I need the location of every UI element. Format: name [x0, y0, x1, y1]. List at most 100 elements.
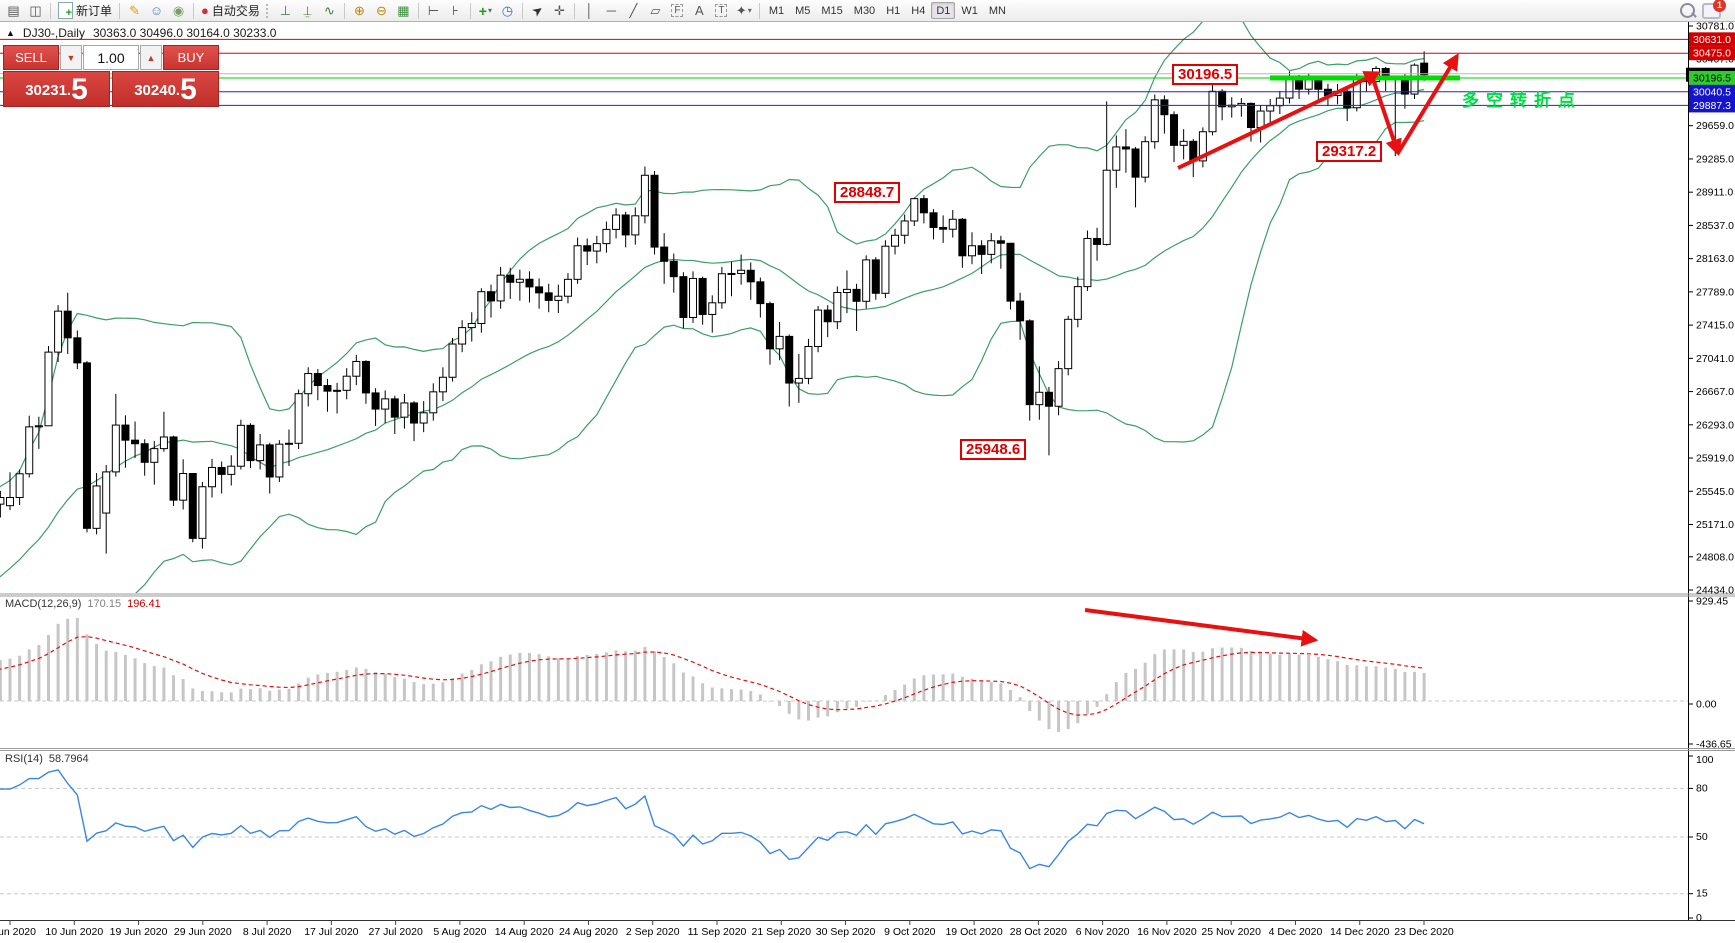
chart-line-button[interactable]: ∿ — [319, 1, 340, 20]
svg-text:26667.0: 26667.0 — [1696, 386, 1734, 398]
macd-signal-value: 196.41 — [127, 598, 161, 610]
chart-shift-button[interactable]: ⊢ — [423, 1, 444, 20]
svg-text:-436.65: -436.65 — [1696, 739, 1732, 751]
vertical-line-icon: │ — [585, 3, 594, 18]
cursor-button[interactable]: ➤ — [523, 0, 551, 24]
svg-text:28163.0: 28163.0 — [1696, 253, 1734, 265]
turning-point-note[interactable]: 多空转折点 — [1462, 91, 1582, 110]
text-label-button[interactable]: T — [711, 1, 732, 20]
timeframe-m1[interactable]: M1 — [764, 2, 789, 19]
crayon-icon: ✎ — [129, 2, 140, 18]
timeframe-h1[interactable]: H1 — [881, 2, 905, 19]
chart-shift-icon: ⊢ — [427, 2, 440, 18]
chart-bars-icon: ⊥ — [279, 2, 292, 18]
svg-text:30631.0: 30631.0 — [1693, 34, 1731, 46]
zoom-out-button[interactable]: ⊖ — [371, 1, 392, 20]
svg-text:25545.0: 25545.0 — [1696, 486, 1734, 498]
chat-bubble-icon: 1 — [1702, 0, 1726, 19]
chart-candles-icon: ⍊ — [303, 2, 312, 18]
axis-price-badge: 30475.0 — [1689, 46, 1735, 61]
svg-text:27041.0: 27041.0 — [1696, 353, 1734, 365]
timeframe-mn[interactable]: MN — [984, 2, 1011, 19]
svg-text:929.45: 929.45 — [1696, 596, 1728, 608]
sell-price[interactable]: 30231. 5 — [3, 71, 110, 107]
text-button[interactable]: A — [689, 1, 710, 20]
svg-text:19 Oct 2020: 19 Oct 2020 — [945, 926, 1002, 938]
buy-price[interactable]: 30240. 5 — [112, 71, 219, 107]
tile-windows-button[interactable]: ▦ — [393, 1, 414, 20]
price-annotation-label[interactable]: 30196.5 — [1172, 64, 1239, 85]
macd-trend-arrow-object[interactable] — [1084, 608, 1319, 647]
symbol-period-label: DJ30-,Daily — [22, 26, 85, 40]
svg-text:0: 0 — [1696, 912, 1702, 924]
buy-price-main: 30240 — [134, 82, 176, 99]
new-order-button[interactable]: + 新订单 — [55, 1, 115, 20]
svg-text:16 Nov 2020: 16 Nov 2020 — [1137, 926, 1197, 938]
crayon-button[interactable]: ✎ — [124, 1, 145, 20]
svg-text:24808.0: 24808.0 — [1696, 551, 1734, 563]
toolbar-grip — [265, 3, 272, 18]
candles — [0, 51, 1429, 554]
svg-text:28911.0: 28911.0 — [1696, 187, 1733, 199]
arrows-button[interactable]: ✦ ▾ — [733, 1, 755, 20]
fibonacci-button[interactable]: F — [667, 1, 688, 20]
data-window-icon: ◫ — [29, 2, 42, 18]
collapse-triangle-icon[interactable]: ▲ — [6, 28, 15, 38]
channel-button[interactable]: ▱ — [645, 1, 666, 20]
trendline-button[interactable]: ╱ — [623, 1, 644, 20]
volume-increase-button[interactable]: ▲ — [140, 45, 162, 70]
profile-button[interactable]: ☺ — [146, 1, 167, 20]
horizontal-line-button[interactable]: ─ — [601, 1, 622, 20]
svg-text:9 Oct 2020: 9 Oct 2020 — [884, 926, 936, 938]
crosshair-button[interactable]: ✛ — [549, 1, 570, 20]
price-annotation-label[interactable]: 25948.6 — [960, 439, 1027, 460]
svg-text:30040.5: 30040.5 — [1693, 86, 1731, 98]
trend-arrow-object[interactable] — [1396, 53, 1459, 155]
data-window-button[interactable]: ◫ — [25, 1, 46, 20]
vertical-line-button[interactable]: │ — [579, 1, 600, 20]
timeframe-w1[interactable]: W1 — [956, 2, 983, 19]
buy-button[interactable]: BUY — [163, 45, 219, 70]
auto-trading-button[interactable]: ● 自动交易 — [198, 1, 263, 20]
volume-input[interactable]: 1.00 — [83, 45, 139, 70]
auto-scroll-button[interactable]: ⊦ — [445, 1, 466, 20]
timeframe-m15[interactable]: M15 — [816, 2, 847, 19]
svg-text:21 Sep 2020: 21 Sep 2020 — [751, 926, 811, 938]
timeframe-m30[interactable]: M30 — [849, 2, 880, 19]
price-annotation-label[interactable]: 29317.2 — [1316, 141, 1383, 162]
add-indicator-button[interactable]: + ▾ — [475, 1, 496, 20]
price-annotation-label[interactable]: 28848.7 — [834, 182, 901, 203]
notification-badge: 1 — [1713, 0, 1726, 12]
svg-text:25171.0: 25171.0 — [1696, 519, 1734, 531]
timeframe-d1[interactable]: D1 — [931, 2, 956, 19]
chart-bars-button[interactable]: ⊥ — [275, 1, 296, 20]
trendline-icon: ╱ — [629, 2, 638, 18]
auto-trading-icon: ● — [201, 3, 209, 18]
zoom-in-button[interactable]: ⊕ — [349, 1, 370, 20]
trend-arrow-object[interactable] — [1177, 71, 1382, 170]
svg-text:8 Jul 2020: 8 Jul 2020 — [243, 926, 292, 938]
svg-text:15: 15 — [1696, 888, 1708, 900]
svg-text:30475.0: 30475.0 — [1693, 48, 1731, 60]
chart-candles-button[interactable]: ⍊ — [297, 1, 318, 20]
svg-text:50: 50 — [1696, 831, 1708, 843]
signal-button[interactable]: ◉ — [168, 1, 189, 20]
timeframe-m5[interactable]: M5 — [790, 2, 815, 19]
svg-text:27 Jul 2020: 27 Jul 2020 — [368, 926, 422, 938]
svg-text:10 Jun 2020: 10 Jun 2020 — [45, 926, 103, 938]
timeframe-h4[interactable]: H4 — [906, 2, 930, 19]
svg-text:5 Aug 2020: 5 Aug 2020 — [433, 926, 486, 938]
cursor-icon: ➤ — [528, 0, 546, 20]
time-axis: 1 Jun 2020 10 Jun 2020 19 Jun 2020 29 Jun 2… — [0, 920, 1454, 938]
trend-arrow-object[interactable] — [1370, 75, 1402, 157]
sell-button[interactable]: SELL — [3, 45, 59, 70]
signal-icon: ◉ — [172, 2, 185, 18]
notifications-button[interactable]: 1 — [1699, 0, 1726, 20]
search-button[interactable] — [1677, 1, 1698, 20]
ohlc-values: 30363.0 30496.0 30164.0 30233.0 — [92, 26, 277, 40]
market-watch-button[interactable]: ▤ — [3, 1, 24, 20]
svg-text:19 Jun 2020: 19 Jun 2020 — [110, 926, 168, 938]
volume-decrease-button[interactable]: ▼ — [60, 45, 82, 70]
period-clock-button[interactable]: ◷ — [497, 1, 518, 20]
